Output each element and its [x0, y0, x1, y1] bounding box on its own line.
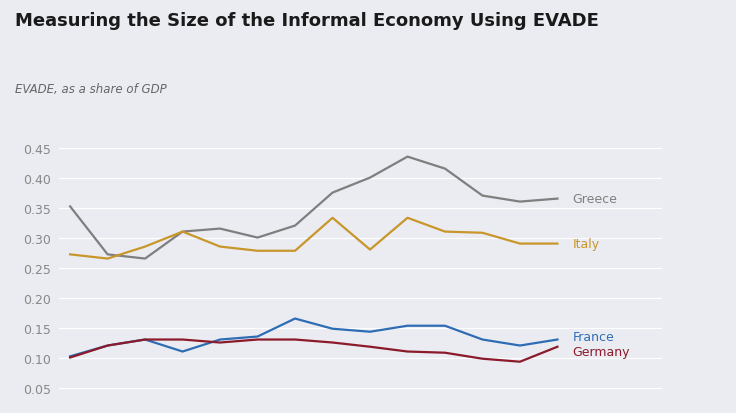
Text: EVADE, as a share of GDP: EVADE, as a share of GDP: [15, 83, 166, 95]
Text: Germany: Germany: [573, 345, 630, 358]
Text: Measuring the Size of the Informal Economy Using EVADE: Measuring the Size of the Informal Econo…: [15, 12, 598, 30]
Text: France: France: [573, 330, 614, 343]
Text: Greece: Greece: [573, 192, 618, 206]
Text: Italy: Italy: [573, 237, 600, 250]
